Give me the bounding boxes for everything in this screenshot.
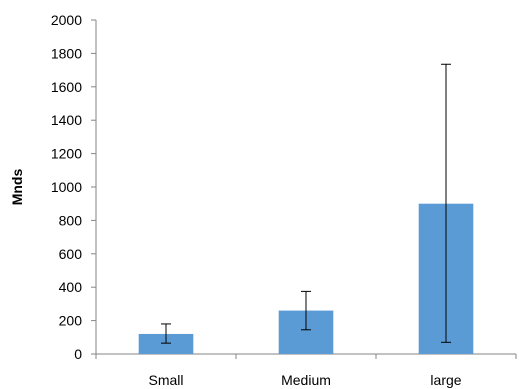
x-axis: Small Medium large [95,353,517,388]
y-tick-label: 2000 [51,12,82,28]
y-tick-label: 400 [59,279,83,295]
y-tick-label: 1600 [51,79,82,95]
x-category-label: Medium [281,372,331,388]
y-tick-label: 800 [59,212,83,228]
bars [138,203,474,354]
error-bar-small [161,323,171,344]
y-axis: 0 200 400 600 800 1000 1200 1400 1600 1800 2000 [51,12,97,362]
error-bar-medium [301,290,311,331]
y-tick-label: 600 [59,246,83,262]
error-bar-large [441,63,451,343]
bar-small [138,333,194,354]
y-tick-label: 1800 [51,45,82,61]
y-tick-label: 1400 [51,112,82,128]
y-tick-label: 0 [74,346,82,362]
y-axis-title: Mnds [9,169,25,206]
y-tick-label: 1000 [51,179,82,195]
y-tick-label: 200 [59,313,83,329]
y-tick-label: 1200 [51,146,82,162]
error-bars [161,63,451,344]
x-category-label: Small [148,372,183,388]
x-category-label: large [430,372,461,388]
